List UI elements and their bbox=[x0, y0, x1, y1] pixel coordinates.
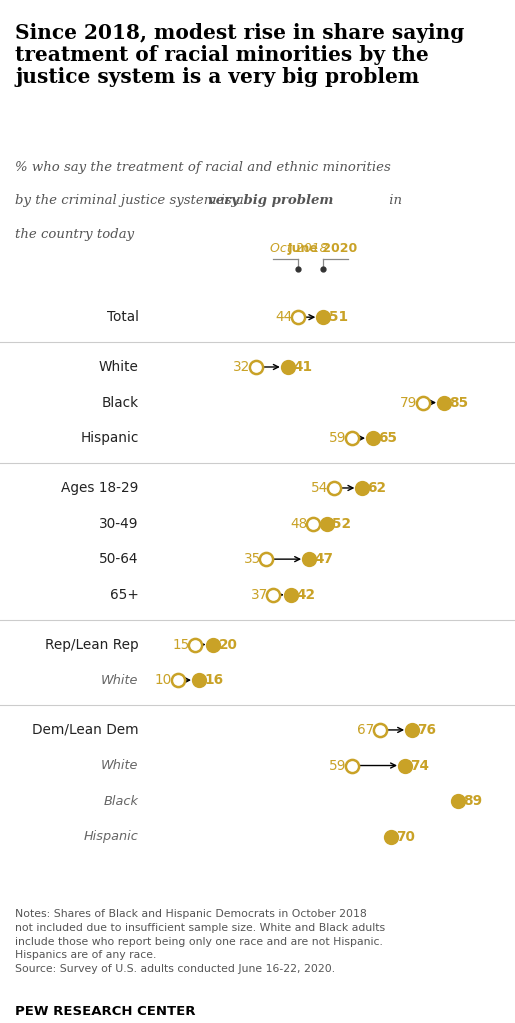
Text: 37: 37 bbox=[251, 588, 268, 602]
Text: 59: 59 bbox=[329, 431, 346, 445]
Text: 67: 67 bbox=[357, 723, 375, 737]
Text: PEW RESEARCH CENTER: PEW RESEARCH CENTER bbox=[15, 1005, 196, 1018]
Text: in: in bbox=[385, 194, 402, 208]
Text: 70: 70 bbox=[396, 830, 415, 844]
Text: 85: 85 bbox=[449, 396, 469, 409]
Text: % who say the treatment of racial and ethnic minorities: % who say the treatment of racial and et… bbox=[15, 161, 391, 174]
Text: 10: 10 bbox=[155, 673, 172, 687]
Text: 76: 76 bbox=[417, 723, 436, 737]
Text: 16: 16 bbox=[204, 673, 224, 687]
Text: 52: 52 bbox=[332, 517, 351, 531]
Text: Hispanic: Hispanic bbox=[80, 431, 139, 445]
Text: 20: 20 bbox=[218, 637, 237, 652]
Text: the country today: the country today bbox=[15, 228, 134, 241]
Text: 32: 32 bbox=[233, 360, 250, 374]
Text: 62: 62 bbox=[368, 481, 387, 495]
Text: June 2020: June 2020 bbox=[288, 241, 358, 255]
Text: 50-64: 50-64 bbox=[99, 552, 139, 566]
Text: Dem/Lean Dem: Dem/Lean Dem bbox=[32, 723, 139, 737]
Text: 48: 48 bbox=[290, 517, 307, 531]
Text: Since 2018, modest rise in share saying
treatment of racial minorities by the
ju: Since 2018, modest rise in share saying … bbox=[15, 23, 465, 87]
Text: White: White bbox=[101, 759, 139, 772]
Text: 89: 89 bbox=[464, 794, 483, 808]
Text: Hispanic: Hispanic bbox=[83, 831, 139, 843]
Text: 35: 35 bbox=[244, 552, 261, 566]
Text: 54: 54 bbox=[311, 481, 329, 495]
Text: by the criminal justice system is a: by the criminal justice system is a bbox=[15, 194, 248, 208]
Text: 59: 59 bbox=[329, 758, 346, 772]
Text: 79: 79 bbox=[400, 396, 417, 409]
Text: 65: 65 bbox=[378, 431, 397, 445]
Text: 30-49: 30-49 bbox=[99, 517, 139, 531]
Text: White: White bbox=[101, 673, 139, 686]
Text: Black: Black bbox=[104, 795, 139, 807]
Text: 41: 41 bbox=[293, 360, 312, 374]
Text: 74: 74 bbox=[410, 758, 429, 772]
Text: 15: 15 bbox=[173, 637, 190, 652]
Text: 42: 42 bbox=[297, 588, 316, 602]
Text: White: White bbox=[99, 360, 139, 374]
Text: Oct 2018: Oct 2018 bbox=[269, 241, 327, 255]
Text: Ages 18-29: Ages 18-29 bbox=[61, 481, 139, 495]
Text: 65+: 65+ bbox=[110, 588, 139, 602]
Text: Notes: Shares of Black and Hispanic Democrats in October 2018
not included due t: Notes: Shares of Black and Hispanic Demo… bbox=[15, 909, 386, 974]
Text: Black: Black bbox=[101, 396, 139, 409]
Text: 44: 44 bbox=[276, 310, 293, 324]
Text: 51: 51 bbox=[329, 310, 348, 324]
Text: 47: 47 bbox=[314, 552, 333, 566]
Text: Rep/Lean Rep: Rep/Lean Rep bbox=[45, 637, 139, 652]
Text: Total: Total bbox=[107, 310, 139, 324]
Text: very big problem: very big problem bbox=[208, 194, 333, 208]
